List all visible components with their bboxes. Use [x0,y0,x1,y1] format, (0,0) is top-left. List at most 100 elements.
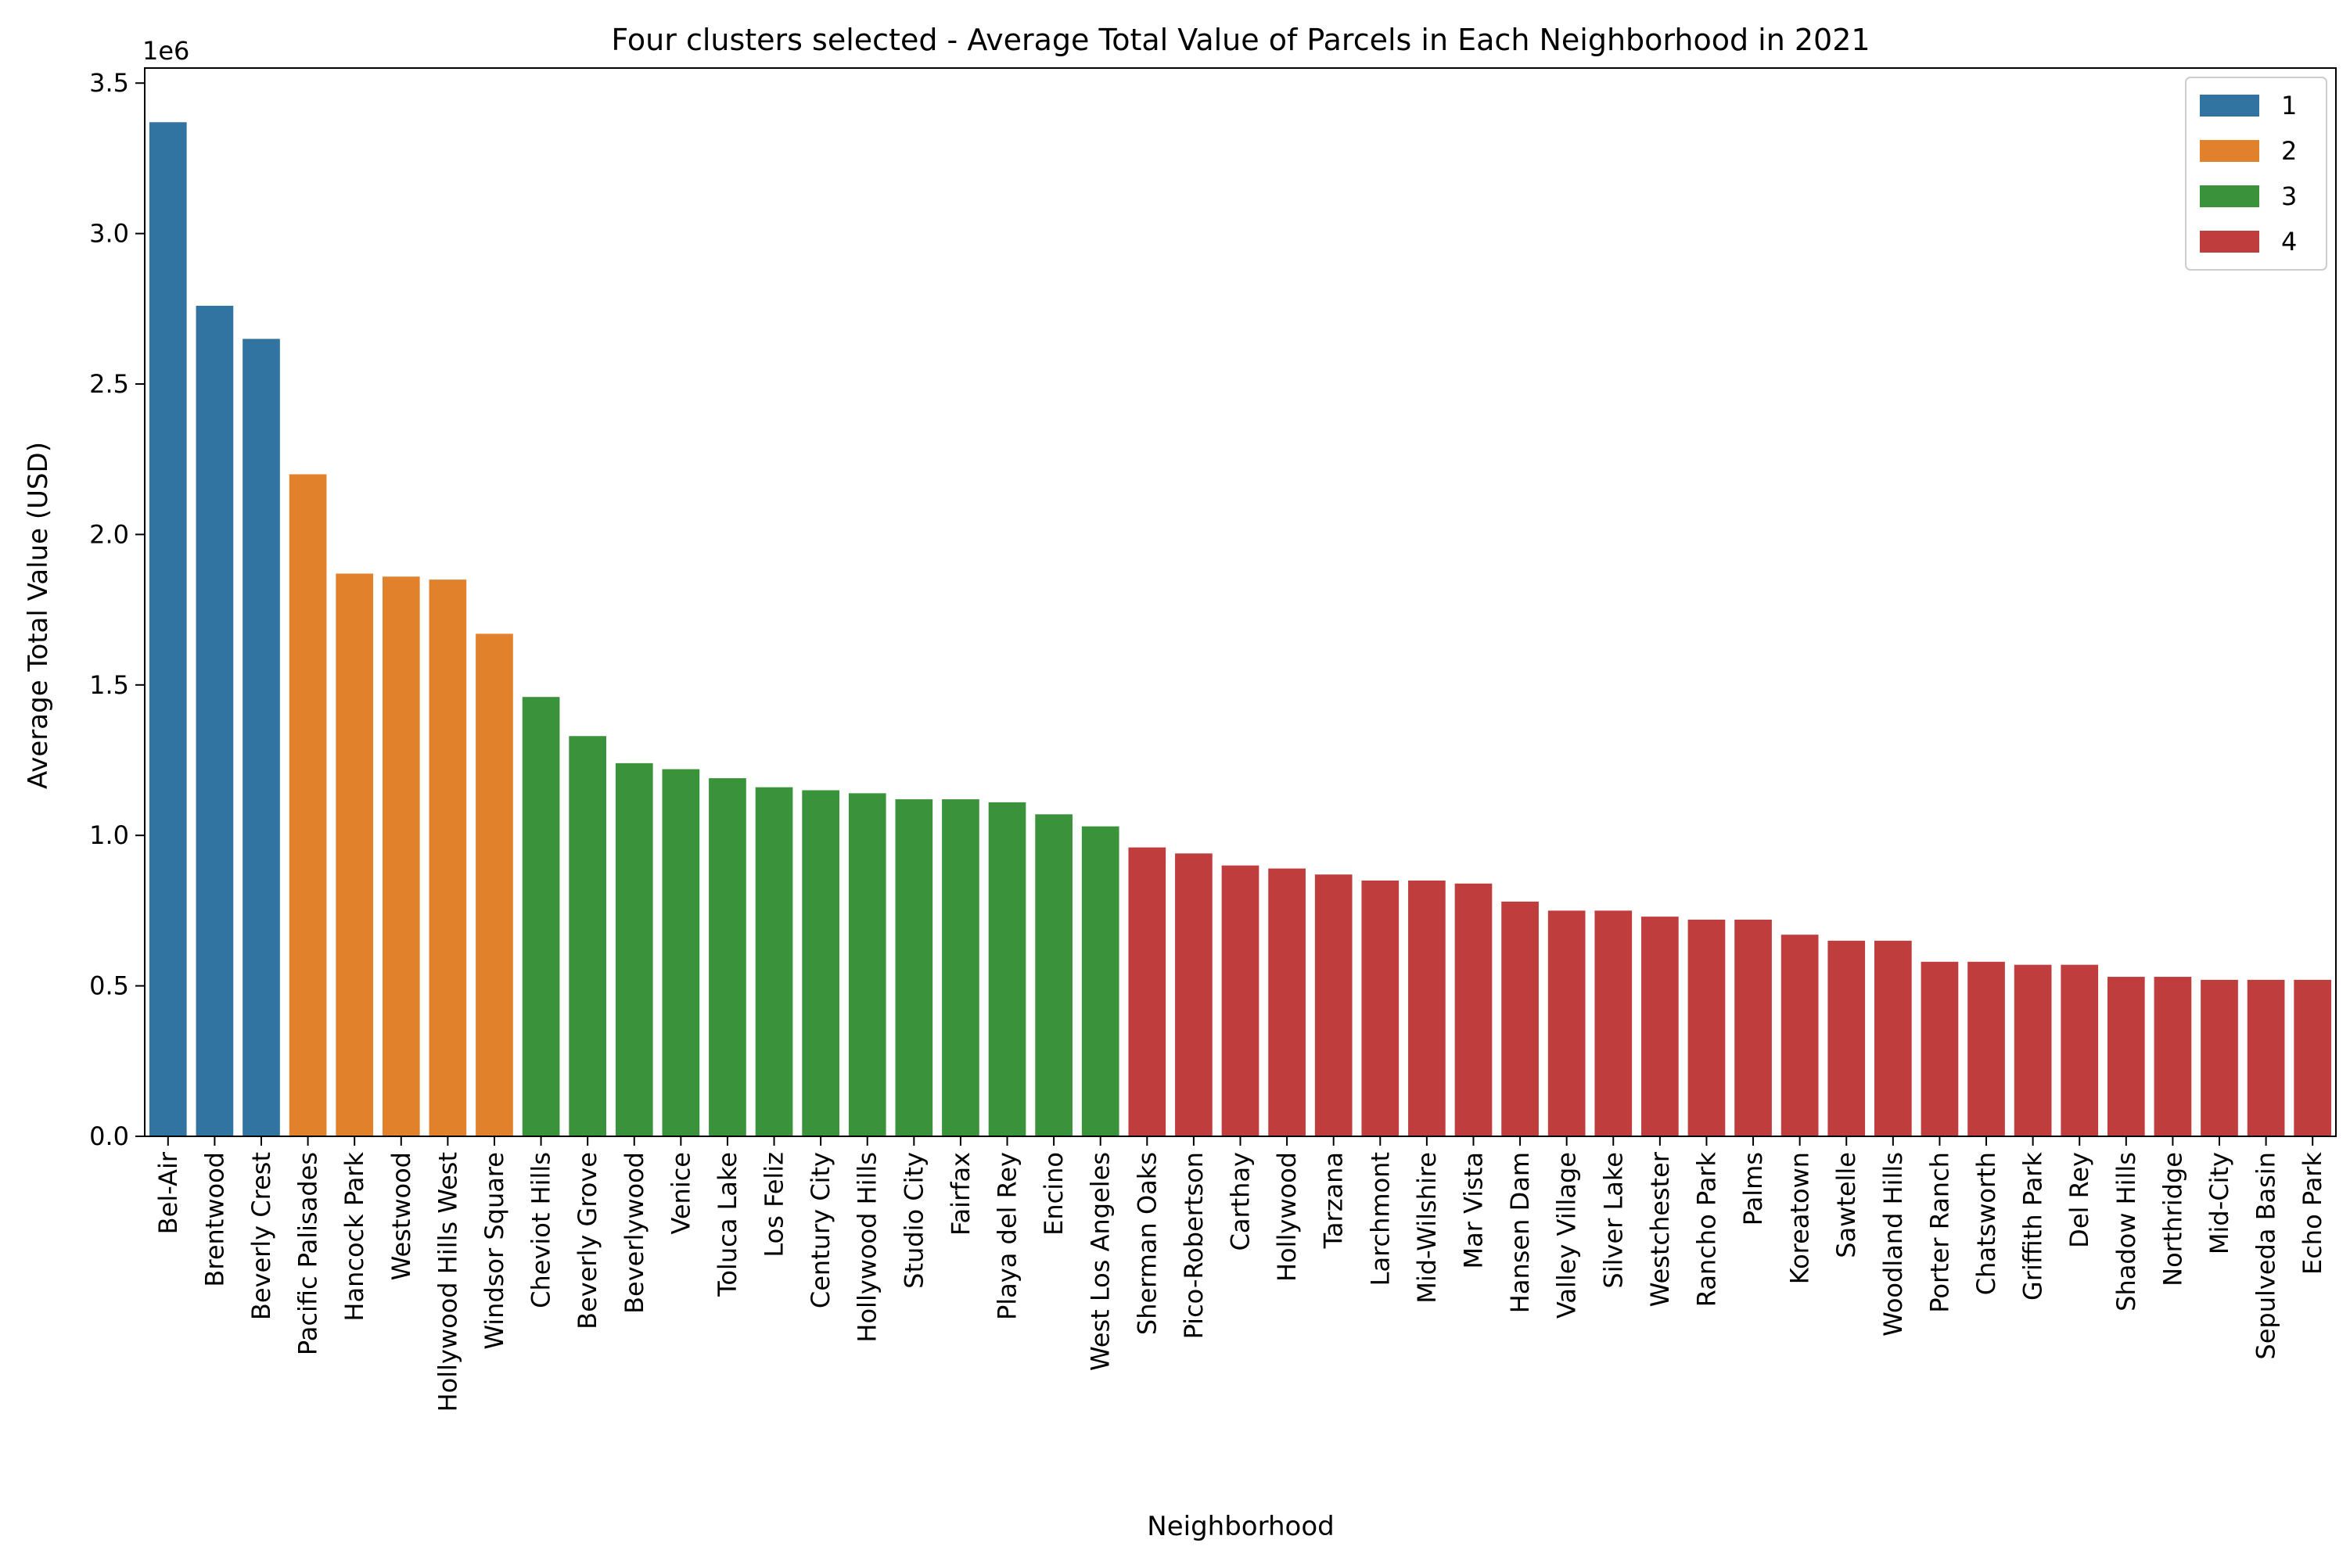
x-tick-label: Los Feliz [760,1152,789,1258]
bar-koreatown [1780,935,1819,1136]
x-tick-label: Hansen Dam [1505,1152,1535,1313]
bar-palms [1734,919,1772,1136]
bar-mid-wilshire [1408,880,1446,1136]
bar-carthay [1221,865,1259,1136]
bar-rancho-park [1687,919,1726,1136]
bar-larchmont [1361,880,1400,1136]
x-tick-label: Bel-Air [153,1151,183,1234]
y-tick-label: 0.0 [89,1121,129,1151]
bar-beverly-crest [243,339,280,1136]
bar-westchester [1641,917,1679,1136]
legend-box [2185,77,2327,271]
x-tick-label: Mid-City [2204,1152,2234,1254]
bar-sawtelle [1827,940,1866,1136]
y-axis-label: Average Total Value (USD) [23,442,54,789]
bar-toluca-lake [709,778,746,1136]
x-tick-label: Tarzana [1319,1152,1349,1249]
legend-swatch [2200,231,2259,253]
plot-frame [144,67,2337,1137]
x-tick-label: Silver Lake [1598,1152,1628,1289]
legend: 1 2 3 4 [2185,77,2327,271]
x-tick-label: Cheviot Hills [526,1152,556,1308]
x-tick-label: Pacific Palisades [293,1152,323,1355]
x-tick-label: Westwood [386,1152,416,1280]
y-tick-label: 2.0 [89,519,129,549]
bar-pico-robertson [1175,853,1213,1136]
bar-woodland-hills [1874,940,1912,1136]
x-tick-label: Mid-Wilshire [1412,1152,1442,1304]
x-tick-label: Beverlywood [620,1152,649,1314]
bar-pacific-palisades [289,474,327,1136]
bar-del-rey [2061,964,2099,1136]
x-tick-label: Hollywood Hills [853,1152,882,1343]
y-tick-label: 3.5 [89,68,129,98]
legend-label: 1 [2281,91,2297,120]
y-tick-label: 1.5 [89,670,129,700]
x-tick-label: Sepulveda Basin [2251,1152,2281,1360]
x-tick-label: Hancock Park [340,1152,369,1322]
bar-cheviot-hills [522,697,560,1136]
x-tick-label: Playa del Rey [993,1152,1022,1320]
y-tick-label: 3.0 [89,219,129,249]
bar-sherman-oaks [1128,847,1166,1136]
bar-griffith-park [2014,964,2052,1136]
bar-tarzana [1314,874,1353,1136]
bar-fairfax [942,799,979,1136]
x-tick-label: Larchmont [1365,1152,1395,1286]
x-tick-label: Hollywood [1272,1152,1302,1282]
bar-hollywood-hills [848,793,886,1136]
x-tick-label: Shadow Hills [2111,1152,2141,1311]
x-tick-label: Echo Park [2298,1152,2327,1275]
x-tick-label: Fairfax [946,1152,976,1236]
x-tick-label: Chatsworth [1971,1152,2001,1295]
x-tick-label: Porter Ranch [1924,1152,1954,1313]
y-axis-offset-label: 1e6 [142,36,189,66]
x-tick-label: Beverly Grove [573,1152,602,1329]
chart-title: Four clusters selected - Average Total V… [611,23,1870,57]
bar-hansen-dam [1501,901,1539,1136]
bar-chatsworth [1967,961,2005,1136]
legend-label: 4 [2281,227,2297,257]
bar-valley-village [1547,910,1586,1136]
bar-west-los-angeles [1081,826,1119,1136]
bar-bel-air [149,122,187,1136]
y-tick-label: 1.0 [89,820,129,850]
x-tick-label: Griffith Park [2018,1152,2048,1301]
x-tick-label: Sherman Oaks [1132,1152,1162,1335]
bar-mar-vista [1454,883,1493,1136]
bar-windsor-square [476,633,513,1136]
bar-los-feliz [755,787,793,1136]
x-tick-label: Westchester [1645,1151,1675,1307]
bar-brentwood [196,305,234,1137]
x-tick-label: Brentwood [199,1152,229,1287]
x-tick-label: Woodland Hills [1878,1152,1908,1337]
bar-silver-lake [1594,910,1633,1136]
x-tick-label: Hollywood Hills West [433,1152,462,1412]
bar-westwood [382,576,420,1136]
bar-century-city [802,790,839,1136]
bar-beverly-grove [569,736,606,1136]
x-tick-label: Valley Village [1552,1152,1582,1319]
y-tick-label: 0.5 [89,971,129,1001]
bar-echo-park [2294,979,2332,1136]
legend-swatch [2200,185,2259,207]
bar-mid-city [2201,979,2238,1136]
x-tick-label: Rancho Park [1691,1152,1721,1308]
legend-swatch [2200,95,2259,117]
x-tick-label: Mar Vista [1458,1152,1488,1268]
bar-northridge [2154,977,2192,1136]
legend-swatch [2200,140,2259,162]
legend-label: 2 [2281,136,2297,166]
legend-label: 3 [2281,181,2297,211]
x-tick-label: Beverly Crest [246,1152,276,1320]
bar-sepulveda-basin [2247,979,2285,1136]
x-axis-ticks: Bel-Air Brentwood Beverly Crest Pacific Pal… [153,1136,2327,1412]
bar-encino [1035,814,1073,1136]
x-tick-label: West Los Angeles [1086,1152,1116,1371]
bar-beverlywood [615,762,653,1136]
x-tick-label: Toluca Lake [713,1152,742,1297]
x-tick-label: Studio City [899,1152,929,1289]
x-tick-label: Venice [666,1152,695,1235]
